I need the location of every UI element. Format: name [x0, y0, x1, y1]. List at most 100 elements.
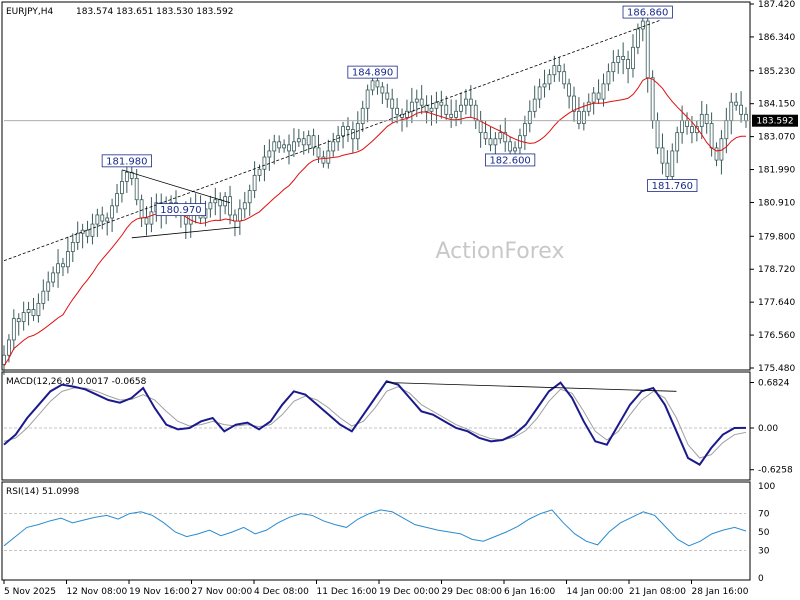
macd-tick-label: -0.6258	[758, 466, 793, 476]
candle-body	[400, 113, 404, 118]
rsi-tick-label: 100	[758, 482, 775, 492]
candle-body	[252, 174, 257, 191]
candle-body	[365, 89, 370, 109]
price-tick-label: 176.560	[758, 331, 795, 341]
candle-body	[61, 263, 65, 268]
candle-body	[228, 196, 232, 216]
candle-body	[547, 74, 552, 85]
candle-body	[36, 302, 41, 316]
candle-body	[80, 229, 85, 234]
price-tick-label: 184.150	[758, 100, 795, 110]
rsi-header: RSI(14) 51.0998	[6, 487, 79, 497]
price-tick-label: 177.640	[758, 298, 795, 308]
candle-body	[7, 339, 11, 356]
candle-body	[626, 59, 630, 70]
candle-body	[409, 101, 414, 112]
candle-body	[233, 214, 237, 222]
macd-trendline	[386, 382, 677, 392]
candle-body	[562, 71, 567, 85]
candle-body	[124, 171, 129, 182]
price-tick-label: 187.420	[758, 0, 795, 10]
candle-body	[31, 309, 36, 316]
candle-body	[454, 110, 458, 118]
candle-body	[51, 272, 56, 283]
time-tick-label: 29 Dec 08:00	[442, 587, 503, 597]
rsi-tick-label: 30	[758, 546, 770, 556]
macd-tick-label: 0.6824	[758, 379, 790, 389]
candle-body	[498, 132, 503, 140]
price-tick-label: 180.910	[758, 198, 795, 208]
candle-body	[149, 211, 154, 225]
candle-body	[316, 147, 321, 158]
time-tick-label: 6 Jan 16:00	[504, 587, 556, 597]
candle-body	[129, 171, 134, 179]
price-annotation-box	[647, 179, 698, 192]
candle-body	[282, 144, 286, 149]
rsi-tick-label: 0	[758, 574, 764, 584]
price-tick-label: 175.480	[758, 364, 795, 374]
candle-body	[591, 92, 596, 103]
candle-body	[449, 113, 454, 118]
price-tick-label: 186.340	[758, 33, 795, 43]
time-tick-label: 19 Nov 16:00	[129, 587, 190, 597]
rsi-tick-label: 70	[758, 510, 770, 520]
candle-body	[729, 101, 734, 121]
candle-body	[621, 56, 626, 60]
candle-body	[650, 77, 655, 121]
candle-body	[139, 199, 144, 219]
candle-body	[321, 156, 326, 164]
candle-body	[272, 141, 277, 152]
candle-body	[301, 138, 306, 146]
price-annotation-box	[101, 154, 152, 168]
time-tick-label: 4 Dec 08:00	[254, 587, 309, 597]
candle-body	[100, 214, 105, 222]
moving-average-line	[3, 77, 747, 367]
candle-body	[262, 156, 267, 170]
candle-body	[267, 150, 272, 158]
price-annotation: 181.760	[652, 181, 693, 192]
price-annotation: 182.600	[489, 155, 530, 166]
candle-body	[385, 92, 390, 100]
candle-body	[601, 83, 606, 100]
candle-body	[434, 101, 439, 109]
price-annotation: 186.860	[627, 8, 668, 19]
candle-body	[537, 86, 542, 100]
price-annotation-box	[347, 65, 398, 79]
candle-body	[287, 144, 291, 152]
candle-body	[567, 83, 571, 97]
rsi-panel	[1, 481, 751, 581]
candle-body	[675, 132, 680, 152]
candle-body	[16, 318, 21, 323]
candle-body	[532, 98, 537, 112]
candle-body	[660, 147, 665, 164]
candle-body	[444, 104, 449, 115]
candle-body	[395, 107, 400, 115]
time-tick-label: 12 Nov 08:00	[67, 587, 128, 597]
time-tick-label: 19 Dec 00:00	[379, 587, 440, 597]
candle-body	[70, 241, 75, 252]
candle-body	[218, 199, 223, 207]
candle-body	[414, 98, 419, 103]
candle-body	[631, 46, 635, 70]
trendline-dashed	[3, 19, 662, 262]
time-tick-label: 28 Jan 16:00	[692, 587, 749, 597]
candle-body	[734, 101, 739, 106]
candle-body	[488, 138, 493, 146]
candle-body	[709, 123, 714, 149]
candle-body	[120, 181, 124, 195]
current-price-label: 183.592	[756, 117, 793, 127]
candle-body	[56, 263, 60, 274]
candle-body	[635, 28, 640, 48]
candle-body	[277, 141, 282, 149]
candle-body	[208, 202, 213, 210]
candle-body	[468, 98, 473, 106]
candle-body	[581, 110, 586, 124]
time-tick-label: 21 Jan 08:00	[629, 587, 686, 597]
candle-body	[405, 110, 409, 118]
candle-body	[292, 141, 296, 152]
candle-body	[390, 98, 395, 109]
price-panel	[1, 1, 751, 371]
candle-body	[85, 229, 90, 237]
candle-body	[370, 80, 375, 91]
